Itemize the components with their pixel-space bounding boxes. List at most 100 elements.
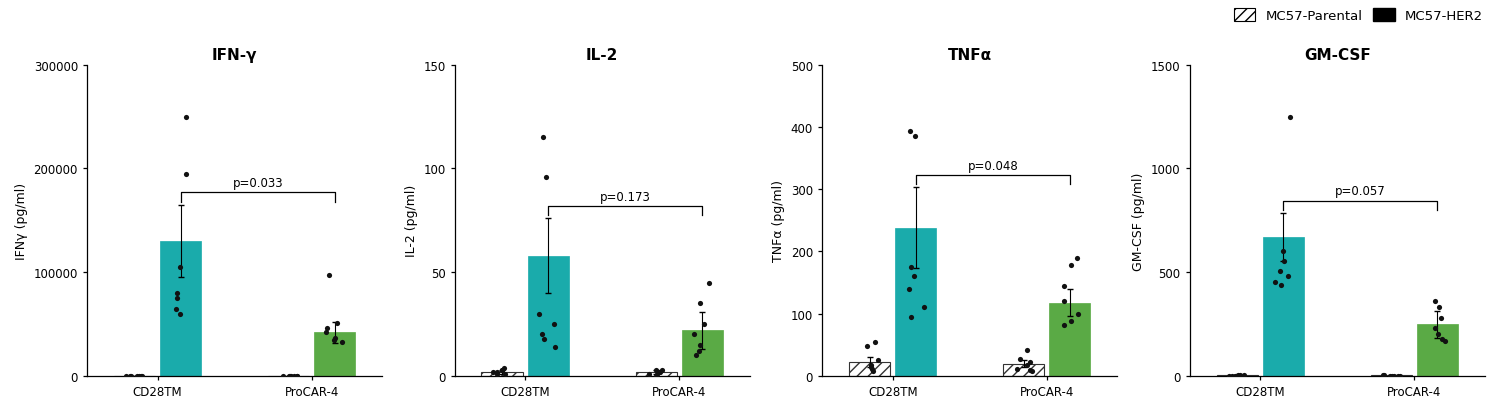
Point bbox=[326, 320, 350, 327]
Point bbox=[168, 311, 192, 317]
Bar bbox=[682, 330, 723, 376]
Point bbox=[278, 373, 302, 380]
Point bbox=[1432, 337, 1456, 344]
Point bbox=[531, 135, 555, 141]
Point bbox=[315, 325, 339, 332]
Point bbox=[174, 171, 198, 178]
Point bbox=[316, 272, 340, 279]
Point bbox=[1014, 361, 1038, 368]
Point bbox=[1227, 372, 1251, 379]
Point bbox=[1052, 322, 1076, 328]
Bar bbox=[1050, 303, 1090, 376]
Point bbox=[1269, 282, 1293, 288]
Point bbox=[1065, 311, 1089, 317]
Point bbox=[285, 373, 309, 380]
Bar bbox=[896, 228, 936, 376]
Point bbox=[1382, 373, 1406, 379]
Point bbox=[1426, 331, 1450, 338]
Y-axis label: GM-CSF (pg/ml): GM-CSF (pg/ml) bbox=[1132, 172, 1146, 270]
Point bbox=[168, 264, 192, 271]
Point bbox=[322, 335, 346, 341]
Point bbox=[486, 369, 510, 375]
Text: p=0.173: p=0.173 bbox=[600, 190, 651, 203]
Point bbox=[494, 371, 517, 377]
Bar bbox=[849, 362, 889, 376]
Point bbox=[1372, 372, 1396, 379]
Point bbox=[897, 286, 921, 292]
Title: IL-2: IL-2 bbox=[586, 48, 618, 63]
Point bbox=[861, 368, 885, 375]
Point bbox=[492, 365, 516, 371]
Point bbox=[1059, 318, 1083, 325]
Bar bbox=[1263, 237, 1304, 376]
Point bbox=[1272, 258, 1296, 264]
Point bbox=[530, 331, 554, 338]
Y-axis label: IFNγ (pg/ml): IFNγ (pg/ml) bbox=[15, 182, 28, 259]
Point bbox=[1005, 366, 1029, 372]
Point bbox=[1222, 373, 1246, 379]
Bar bbox=[636, 372, 676, 376]
Bar bbox=[1418, 324, 1458, 376]
Point bbox=[276, 373, 300, 380]
Point bbox=[1424, 325, 1448, 332]
Point bbox=[165, 290, 189, 297]
Point bbox=[1270, 249, 1294, 255]
Bar bbox=[160, 242, 201, 376]
Point bbox=[646, 369, 670, 375]
Point bbox=[898, 314, 922, 320]
Point bbox=[128, 373, 152, 380]
Point bbox=[1227, 372, 1251, 379]
Point bbox=[282, 373, 306, 380]
Point bbox=[688, 342, 712, 348]
Point bbox=[129, 373, 153, 380]
Point bbox=[1278, 114, 1302, 121]
Point bbox=[864, 339, 888, 345]
Y-axis label: TNFα (pg/ml): TNFα (pg/ml) bbox=[772, 180, 786, 262]
Text: p=0.048: p=0.048 bbox=[968, 159, 1018, 172]
Point bbox=[532, 335, 556, 342]
Point bbox=[285, 373, 309, 380]
Point bbox=[1020, 368, 1044, 375]
Point bbox=[117, 373, 141, 380]
Point bbox=[330, 339, 354, 345]
Point bbox=[272, 373, 296, 380]
Point bbox=[1268, 268, 1292, 275]
Point bbox=[682, 331, 706, 338]
Point bbox=[865, 357, 889, 364]
Point bbox=[542, 321, 566, 328]
Point bbox=[1380, 373, 1404, 380]
Point bbox=[165, 295, 189, 302]
Point bbox=[484, 371, 508, 377]
Y-axis label: IL-2 (pg/ml): IL-2 (pg/ml) bbox=[405, 185, 417, 257]
Point bbox=[1059, 262, 1083, 269]
Point bbox=[174, 114, 198, 121]
Legend: MC57-Parental, MC57-HER2: MC57-Parental, MC57-HER2 bbox=[1232, 7, 1486, 26]
Point bbox=[1431, 335, 1455, 342]
Point bbox=[1422, 298, 1446, 305]
Title: TNFα: TNFα bbox=[948, 48, 992, 63]
Point bbox=[322, 337, 346, 343]
Point bbox=[897, 129, 921, 135]
Point bbox=[638, 371, 662, 377]
Point bbox=[902, 273, 926, 280]
Point bbox=[279, 373, 303, 380]
Point bbox=[1224, 373, 1248, 379]
Bar bbox=[528, 256, 568, 376]
Text: p=0.033: p=0.033 bbox=[232, 177, 284, 190]
Point bbox=[1430, 315, 1454, 321]
Point bbox=[687, 348, 711, 354]
Point bbox=[1019, 359, 1042, 366]
Point bbox=[118, 373, 142, 380]
Point bbox=[645, 373, 669, 380]
Point bbox=[1008, 355, 1032, 362]
Bar bbox=[1371, 375, 1411, 376]
Point bbox=[645, 367, 669, 373]
Point bbox=[1388, 373, 1411, 379]
Point bbox=[1053, 298, 1077, 305]
Point bbox=[534, 174, 558, 180]
Point bbox=[651, 367, 675, 373]
Point bbox=[912, 304, 936, 311]
Point bbox=[543, 344, 567, 350]
Point bbox=[1019, 367, 1042, 373]
Title: IFN-γ: IFN-γ bbox=[211, 48, 258, 63]
